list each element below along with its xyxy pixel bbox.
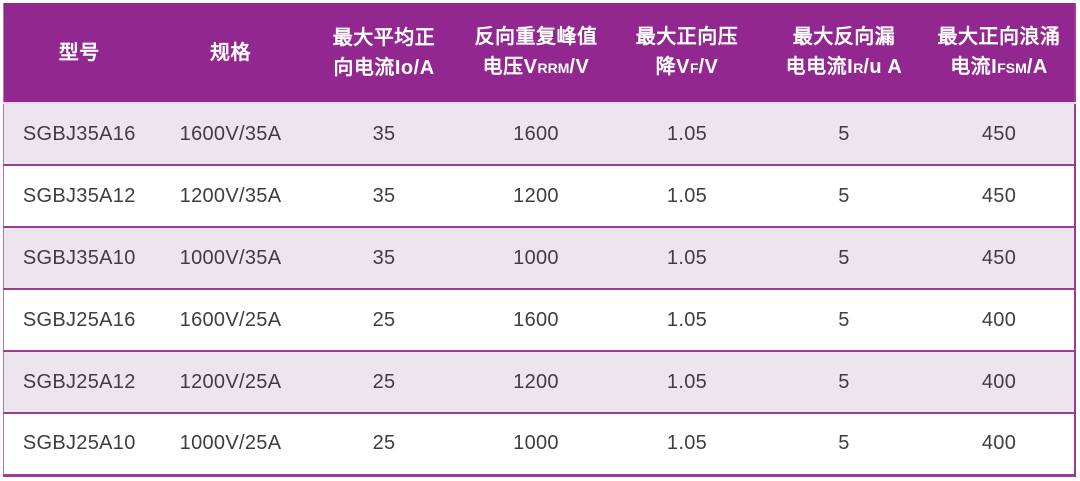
- symbol-subscript: R: [853, 60, 864, 76]
- cell-reverse-repetitive-peak-voltage: 1200: [513, 184, 559, 207]
- cell-max-forward-surge-current: 450: [981, 246, 1017, 269]
- header-text: 向电流Io/A: [333, 56, 435, 79]
- header-line: 降VF/V: [611, 52, 764, 83]
- cell-max-forward-voltage-drop: 1.05: [666, 184, 708, 207]
- header-text: 最大反向漏: [792, 26, 896, 48]
- cell-max-reverse-leakage-current: 5: [838, 246, 850, 269]
- cell-max-avg-forward-current: 35: [372, 122, 396, 145]
- cell-spec: 1600V/35A: [179, 122, 282, 145]
- header-text: 电压V: [482, 56, 538, 78]
- cell-max-reverse-leakage-current: 5: [838, 370, 850, 393]
- cell-max-avg-forward-current: 35: [372, 184, 396, 207]
- cell-max-forward-voltage-drop: 1.05: [666, 308, 708, 331]
- cell-reverse-repetitive-peak-voltage: 1000: [513, 432, 559, 455]
- cell-model: SGBJ25A10: [22, 432, 136, 455]
- table-row: SGBJ35A10 1000V/35A 35 1000 1.05 5 450: [3, 227, 1075, 289]
- cell-model: SGBJ35A12: [22, 184, 136, 207]
- cell-max-avg-forward-current: 25: [372, 370, 396, 393]
- symbol-subscript: F: [689, 60, 699, 76]
- column-header-max-reverse-leakage-current: 最大反向漏电电流IR/u A: [764, 3, 925, 103]
- cell-max-reverse-leakage-current: 5: [838, 432, 850, 455]
- header-row: 型号 规格 最大平均正 向电流Io/A 反向重复峰值 电压VRRM/V 最大正向压 降VF/V…: [3, 3, 1075, 103]
- cell-max-forward-surge-current: 400: [981, 370, 1017, 393]
- header-text: /V: [569, 56, 590, 78]
- table-body: SGBJ35A16 1600V/35A 35 1600 1.05 5 450 SGBJ35A1…: [3, 103, 1075, 475]
- column-header-reverse-repetitive-peak-voltage: 反向重复峰值电压VRRM/V: [462, 3, 611, 103]
- header-text: 型号: [58, 41, 100, 64]
- header-line: 最大正向压: [611, 22, 764, 52]
- column-header-max-forward-surge-current: 最大正向浪涌电流IFSM/A: [925, 3, 1075, 103]
- header-text: 电流I: [950, 56, 998, 78]
- column-header-max-forward-voltage-drop: 最大正向压降VF/V: [611, 3, 764, 103]
- cell-max-forward-voltage-drop: 1.05: [666, 432, 708, 455]
- cell-max-forward-voltage-drop: 1.05: [666, 370, 708, 393]
- cell-max-forward-surge-current: 450: [981, 184, 1017, 207]
- cell-max-reverse-leakage-current: 5: [838, 308, 850, 331]
- table-row: SGBJ25A10 1000V/25A 25 1000 1.05 5 400: [3, 413, 1075, 475]
- cell-model: SGBJ35A10: [22, 246, 136, 269]
- cell-max-reverse-leakage-current: 5: [838, 122, 850, 145]
- cell-max-forward-surge-current: 400: [981, 308, 1017, 331]
- cell-spec: 1000V/35A: [179, 246, 282, 269]
- cell-model: SGBJ25A16: [22, 308, 136, 331]
- header-line: 最大平均正: [307, 23, 462, 53]
- cell-max-forward-surge-current: 450: [981, 122, 1017, 145]
- product-spec-table: 型号 规格 最大平均正 向电流Io/A 反向重复峰值 电压VRRM/V 最大正向压 降VF/V…: [3, 3, 1076, 477]
- header-line: 规格: [155, 38, 307, 68]
- header-line: 电压VRRM/V: [462, 52, 611, 83]
- table-row: SGBJ35A12 1200V/35A 35 1200 1.05 5 450: [3, 165, 1075, 227]
- header-text: /A: [1026, 56, 1048, 78]
- table-row: SGBJ25A12 1200V/25A 25 1200 1.05 5 400: [3, 351, 1075, 413]
- cell-model: SGBJ25A12: [22, 370, 136, 393]
- header-text: 反向重复峰值: [474, 26, 598, 48]
- cell-reverse-repetitive-peak-voltage: 1600: [513, 308, 559, 331]
- cell-spec: 1200V/35A: [179, 184, 282, 207]
- cell-max-avg-forward-current: 35: [372, 246, 396, 269]
- header-line: 型号: [4, 38, 155, 68]
- header-line: 最大反向漏: [764, 22, 925, 52]
- column-header-spec: 规格: [155, 3, 307, 103]
- cell-reverse-repetitive-peak-voltage: 1600: [513, 122, 559, 145]
- cell-model: SGBJ35A16: [22, 122, 136, 145]
- header-line: 电电流IR/u A: [764, 52, 925, 83]
- header-text: 最大正向浪涌: [937, 26, 1061, 48]
- column-header-max-avg-forward-current: 最大平均正向电流Io/A: [307, 3, 462, 103]
- cell-spec: 1000V/25A: [179, 432, 282, 455]
- cell-max-avg-forward-current: 25: [372, 308, 396, 331]
- table-row: SGBJ25A16 1600V/25A 25 1600 1.05 5 400: [3, 289, 1075, 351]
- cell-spec: 1600V/25A: [179, 308, 282, 331]
- table-header: 型号 规格 最大平均正 向电流Io/A 反向重复峰值 电压VRRM/V 最大正向压 降VF/V…: [3, 3, 1075, 103]
- header-line: 向电流Io/A: [307, 53, 462, 83]
- header-line: 反向重复峰值: [462, 22, 611, 52]
- cell-max-forward-voltage-drop: 1.05: [666, 246, 708, 269]
- header-text: 最大平均正: [332, 26, 436, 49]
- symbol-subscript: FSM: [997, 60, 1027, 76]
- cell-max-forward-surge-current: 400: [981, 432, 1017, 455]
- header-line: 电流IFSM/A: [925, 52, 1074, 83]
- header-line: 最大正向浪涌: [925, 22, 1074, 52]
- cell-max-avg-forward-current: 25: [372, 432, 396, 455]
- header-text: 最大正向压: [635, 26, 739, 48]
- cell-spec: 1200V/25A: [179, 370, 282, 393]
- header-text: /V: [698, 56, 719, 78]
- header-text: 电电流I: [785, 56, 854, 78]
- symbol-subscript: RRM: [537, 60, 570, 76]
- header-text: 规格: [210, 41, 251, 64]
- cell-max-forward-voltage-drop: 1.05: [666, 122, 708, 145]
- header-text: 降V: [655, 56, 690, 78]
- column-header-model: 型号: [4, 3, 155, 103]
- cell-reverse-repetitive-peak-voltage: 1000: [513, 246, 559, 269]
- table-row: SGBJ35A16 1600V/35A 35 1600 1.05 5 450: [3, 103, 1075, 165]
- cell-reverse-repetitive-peak-voltage: 1200: [513, 370, 559, 393]
- header-text: /u A: [863, 56, 903, 78]
- cell-max-reverse-leakage-current: 5: [838, 184, 850, 207]
